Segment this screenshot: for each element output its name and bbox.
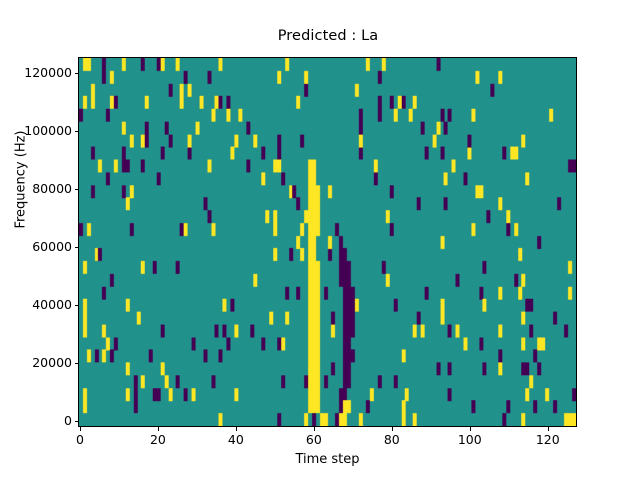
y-tick-label: 20000 xyxy=(32,354,72,370)
x-axis-label: Time step xyxy=(295,452,360,467)
y-tick-mark xyxy=(74,131,78,133)
x-tick-label: 80 xyxy=(383,432,400,447)
y-tick-mark xyxy=(74,189,78,191)
chart-title: Predicted : La xyxy=(277,28,379,44)
x-tick-mark xyxy=(313,427,315,431)
x-tick-mark xyxy=(235,427,237,431)
x-tick-label: 120 xyxy=(535,432,560,447)
x-tick-mark xyxy=(469,427,471,431)
y-tick-mark xyxy=(74,73,78,75)
x-tick-label: 0 xyxy=(75,432,84,447)
y-tick-label: 60000 xyxy=(32,238,72,254)
x-tick-label: 40 xyxy=(227,432,244,447)
y-tick-mark xyxy=(74,304,78,306)
y-tick-mark xyxy=(74,420,78,422)
x-tick-mark xyxy=(79,427,81,431)
x-tick-mark xyxy=(157,427,159,431)
y-tick-label: 100000 xyxy=(24,123,72,139)
y-tick-label: 40000 xyxy=(32,296,72,312)
y-tick-label: 80000 xyxy=(32,181,72,197)
y-tick-label: 0 xyxy=(64,412,72,428)
y-tick-label: 120000 xyxy=(24,65,72,81)
heatmap-canvas xyxy=(79,58,576,426)
x-tick-label: 100 xyxy=(457,432,482,447)
x-tick-label: 20 xyxy=(149,432,166,447)
y-tick-mark xyxy=(74,246,78,248)
x-tick-mark xyxy=(391,427,393,431)
x-tick-label: 60 xyxy=(305,432,322,447)
heatmap-axes xyxy=(78,57,577,427)
y-tick-mark xyxy=(74,362,78,364)
x-tick-mark xyxy=(547,427,549,431)
